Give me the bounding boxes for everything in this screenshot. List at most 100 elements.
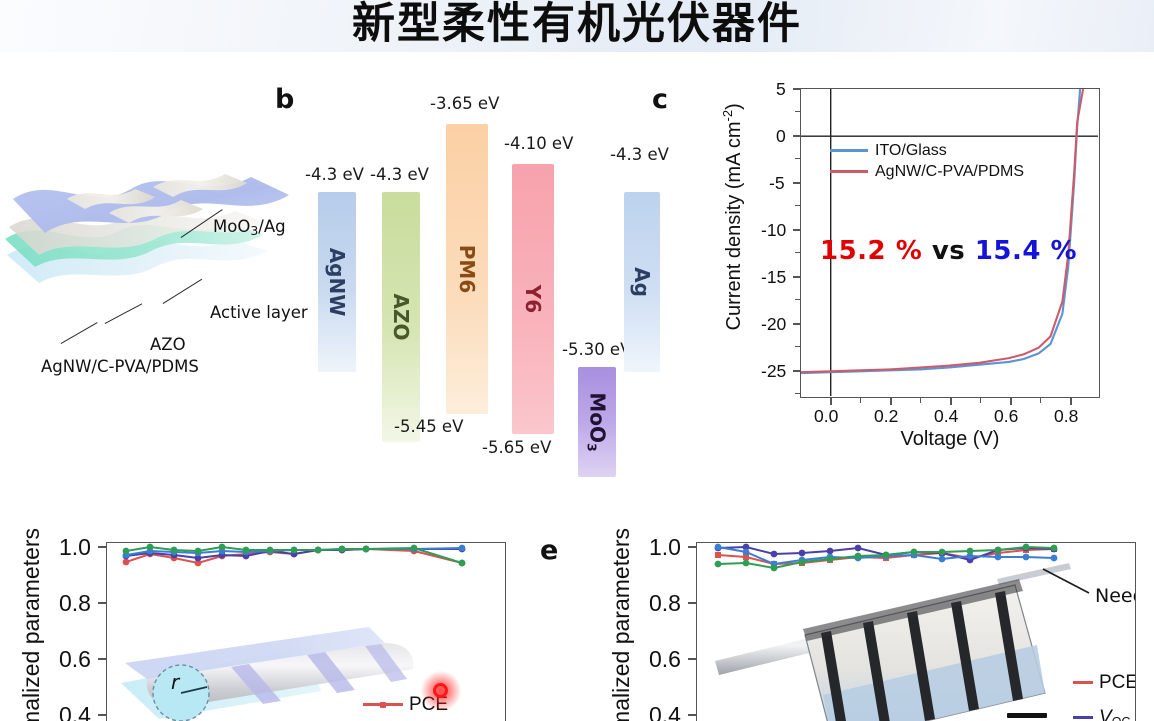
energy-bar-label-pm6: PM6	[455, 244, 479, 294]
label-agnw-cpva-pdms: AgNW/C-PVA/PDMS	[41, 357, 199, 376]
energy-bar-y6: Y6	[512, 164, 554, 434]
bending-ytick-0.6: 0.6	[59, 646, 91, 672]
energy-bar-label-moo3: MoO3	[584, 392, 610, 452]
jv-xtick-mark	[1070, 398, 1072, 405]
needle-legend-label-pce: PCE	[1099, 671, 1136, 693]
scale-bar	[1007, 713, 1047, 718]
bending-ytick-mark	[98, 546, 106, 548]
energy-bar-label-azo: AZO	[389, 293, 413, 341]
energy-level-diagram: AgNW -4.3 eV AZO -4.3 eV PM6 -3.65 eV -5…	[300, 72, 640, 477]
jv-xtick-0.2: 0.2	[874, 406, 899, 426]
bending-legend-swatch-pce	[363, 701, 403, 708]
jv-ytick-minor	[795, 205, 800, 207]
needle-ytick-1.0: 1.0	[649, 534, 681, 560]
jv-xtick-minor	[920, 398, 922, 403]
energy-value-azo: -4.3 eV	[370, 165, 429, 184]
bending-ytick-0.4: 0.4	[59, 702, 91, 721]
bending-y-axis-label: Normalized parameters	[18, 527, 44, 721]
energy-value-y6-lumo: -5.65 eV	[482, 438, 552, 457]
label-active-layer: Active layer	[210, 303, 308, 322]
jv-xtick-0.4: 0.4	[934, 406, 959, 426]
jv-ytick-mark	[793, 88, 800, 90]
jv-ytick-minor	[795, 252, 800, 254]
needle-y-axis-label: Normalized parameters	[608, 527, 634, 721]
bending-stability-plot: Normalized parameters 1.0 0.8 0.6 0.4 0.…	[0, 522, 520, 721]
energy-value-agnw: -4.3 eV	[305, 165, 364, 184]
jv-ytick--20: -20	[761, 314, 787, 334]
needle-legend-item-voc: VOC	[1073, 700, 1135, 721]
label-needle: Needle	[1095, 585, 1135, 607]
efficiency-rigid: 15.4 %	[974, 236, 1078, 266]
needle-plot-frame: Needle	[696, 542, 1136, 721]
bending-ytick-mark	[98, 714, 106, 716]
jv-ytick-0: 0	[776, 126, 786, 146]
jv-ytick-mark	[793, 370, 800, 372]
energy-bar-moo3: MoO3	[578, 367, 616, 477]
jv-xtick-0.6: 0.6	[994, 406, 1019, 426]
series-markers	[714, 543, 1058, 572]
device-schematic: MoO3/Ag Active layer AZO AgNW/C-PVA/PDMS	[5, 127, 308, 376]
jv-ytick-mark	[793, 135, 800, 137]
jv-legend-label-ito: ITO/Glass	[875, 141, 947, 159]
needle-legend-label-voc: VOC	[1099, 706, 1130, 721]
jv-ytick-mark	[793, 276, 800, 278]
svg-text:r: r	[171, 670, 181, 694]
jv-ytick-minor	[795, 299, 800, 301]
energy-bar-pm6: PM6	[446, 124, 488, 414]
needle-stability-plot: Normalized parameters 1.0 0.8 0.6 0.4 0.…	[520, 522, 1154, 721]
jv-x-axis-label: Voltage (V)	[900, 428, 1000, 450]
panel-letter-b: b	[275, 84, 295, 115]
jv-legend: ITO/Glass AgNW/C-PVA/PDMS	[830, 140, 1024, 182]
needle-ytick-mark	[688, 714, 696, 716]
energy-value-pm6-homo: -3.65 eV	[430, 94, 500, 113]
slide-header-band: 新型柔性有机光伏器件	[0, 0, 1154, 52]
needle-ytick-0.4: 0.4	[649, 702, 681, 721]
needle-legend: PCE VOC JSC FF	[1073, 665, 1136, 721]
jv-xtick-mark	[890, 398, 892, 405]
jv-legend-item-agnw: AgNW/C-PVA/PDMS	[830, 161, 1024, 182]
jv-xtick-mark	[950, 398, 952, 405]
bending-ytick-mark	[98, 658, 106, 660]
jv-ytick-minor	[795, 346, 800, 348]
label-azo: AZO	[150, 335, 186, 354]
energy-bar-azo: AZO	[382, 192, 420, 442]
needle-device-photo-inset	[715, 563, 1090, 721]
needle-ytick-0.8: 0.8	[649, 590, 681, 616]
energy-bar-label-y6: Y6	[521, 284, 545, 314]
jv-xtick-mark	[830, 398, 832, 405]
needle-ytick-mark	[688, 602, 696, 604]
energy-value-moo3: -5.30 eV	[562, 340, 632, 359]
needle-ytick-mark	[688, 658, 696, 660]
mouse-cursor[interactable]	[433, 683, 448, 698]
bending-ytick-1.0: 1.0	[59, 534, 91, 560]
rolled-device-inset: r	[121, 627, 414, 721]
jv-ytick--25: -25	[761, 361, 787, 381]
energy-value-y6-homo: -4.10 eV	[504, 134, 574, 153]
series-markers	[122, 543, 466, 567]
jv-legend-swatch-agnw	[830, 170, 868, 173]
jv-plot-svg	[801, 89, 1098, 396]
jv-ytick-mark	[793, 323, 800, 325]
jv-xtick-mark	[1010, 398, 1012, 405]
needle-series-svg	[714, 543, 1058, 572]
needle-legend-item-pce: PCE	[1073, 665, 1136, 700]
jv-ytick-mark	[793, 229, 800, 231]
needle-ytick-0.6: 0.6	[649, 646, 681, 672]
needle-legend-swatch-pce	[1073, 681, 1093, 684]
device-stack-svg	[5, 174, 289, 283]
jv-ytick-5: 5	[776, 79, 786, 99]
efficiency-flexible: 15.2 %	[820, 236, 923, 266]
efficiency-annotation: 15.2 % vs 15.4 %	[820, 236, 1077, 266]
jv-legend-item-ito: ITO/Glass	[830, 140, 1024, 161]
jv-ytick-minor	[795, 158, 800, 160]
jv-ytick-minor	[795, 111, 800, 113]
jv-ytick--10: -10	[761, 220, 787, 240]
jv-xtick-0.8: 0.8	[1054, 406, 1079, 426]
energy-bar-ag: Ag	[624, 192, 660, 372]
panel-letter-e: e	[540, 535, 559, 566]
jv-xtick-0.0: 0.0	[814, 406, 839, 426]
jv-plot-frame	[800, 88, 1100, 398]
jv-y-axis-label: Current density (mA cm-2)	[720, 103, 745, 331]
energy-bar-label-ag: Ag	[630, 267, 654, 297]
